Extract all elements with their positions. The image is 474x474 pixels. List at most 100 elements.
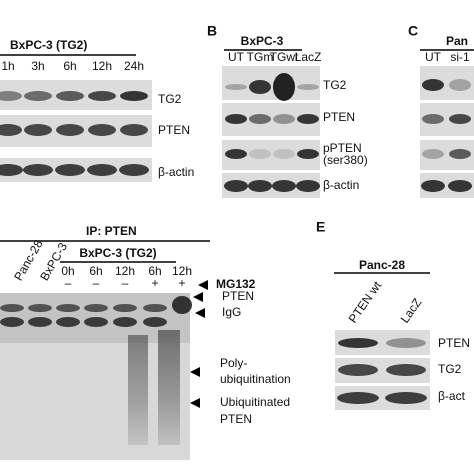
- lane-label: 1h: [1, 59, 14, 73]
- band: [225, 84, 247, 90]
- band-label: ubiquitination: [220, 372, 291, 386]
- arrow: [198, 280, 208, 290]
- band: [273, 114, 295, 124]
- lane-label: 6h: [148, 264, 161, 278]
- lane-label: si-1: [450, 50, 470, 64]
- band: [338, 364, 378, 376]
- row-label: (ser380): [323, 153, 368, 167]
- band-label: PTEN: [222, 289, 254, 303]
- panel-d-header: IP: PTEN: [86, 224, 137, 238]
- row-label: β-actin: [158, 165, 194, 179]
- panel-a-header: BxPC-3 (TG2): [10, 38, 87, 52]
- band: [422, 114, 444, 124]
- blot-strip: [222, 66, 320, 100]
- lane-label: PTEN wt: [346, 278, 385, 325]
- row-label: TG2: [438, 362, 462, 376]
- lane-label: 6h: [63, 59, 76, 73]
- band: [249, 114, 271, 124]
- band: [143, 304, 167, 312]
- band: [0, 91, 22, 101]
- lane-label: LacZ: [295, 50, 322, 64]
- lane-label: TGwt: [270, 50, 299, 64]
- band-label: Poly-: [220, 356, 247, 370]
- band-label: PTEN: [220, 412, 252, 426]
- row-label: PTEN: [323, 110, 355, 124]
- treatment-label: MG132: [216, 277, 256, 291]
- band: [0, 317, 24, 327]
- panel-letter: B: [207, 23, 217, 39]
- band: [272, 180, 296, 192]
- band: [224, 180, 248, 192]
- band: [297, 114, 319, 124]
- treatment-sign: –: [93, 276, 100, 290]
- arrow: [193, 292, 203, 302]
- band: [120, 124, 148, 136]
- arrow: [195, 308, 205, 318]
- lane-label: 12h: [115, 264, 135, 278]
- treatment-sign: –: [65, 276, 72, 290]
- row-label: β-act: [438, 389, 466, 403]
- lane-label: 12h: [172, 264, 192, 278]
- band: [422, 149, 444, 159]
- band: [28, 317, 52, 327]
- lane-label: 12h: [92, 59, 112, 73]
- band: [24, 91, 52, 101]
- band: [449, 114, 471, 124]
- band: [225, 149, 247, 159]
- lane-label: TGm: [247, 50, 274, 64]
- band: [87, 164, 117, 176]
- band: [448, 180, 472, 192]
- band: [338, 338, 378, 348]
- row-label: TG2: [158, 92, 182, 106]
- smear: [158, 330, 180, 445]
- row-label: PTEN: [438, 336, 470, 350]
- band: [113, 317, 137, 327]
- panel-letter: C: [408, 23, 418, 39]
- row-label: pPTEN: [323, 141, 362, 155]
- band: [143, 317, 167, 327]
- band: [56, 91, 84, 101]
- panel-e-header: Panc-28: [359, 258, 405, 272]
- band: [225, 114, 247, 124]
- smear: [128, 335, 148, 445]
- lane-label: 3h: [31, 59, 44, 73]
- band: [113, 304, 137, 312]
- band: [385, 392, 427, 404]
- band: [0, 304, 24, 312]
- row-label: PTEN: [158, 123, 190, 137]
- band: [84, 317, 108, 327]
- lane-label: LacZ: [398, 296, 425, 326]
- arrow: [190, 398, 200, 408]
- band: [297, 84, 319, 90]
- band: [386, 364, 426, 376]
- band: [273, 73, 295, 101]
- row-label: β-actin: [323, 178, 359, 192]
- band: [56, 304, 80, 312]
- row-label: TG2: [323, 78, 347, 92]
- band: [337, 392, 379, 404]
- band: [449, 149, 471, 159]
- band: [248, 180, 272, 192]
- band: [296, 180, 320, 192]
- band: [55, 164, 85, 176]
- treatment-sign: –: [122, 276, 129, 290]
- lane-label: UT: [425, 50, 442, 64]
- band: [120, 91, 148, 101]
- lane-label: UT: [228, 50, 245, 64]
- band: [24, 124, 52, 136]
- band: [23, 164, 53, 176]
- band: [0, 124, 22, 136]
- band: [249, 80, 271, 94]
- panel-b-header: BxPC-3: [241, 34, 284, 48]
- panel-c-header: Pan: [446, 34, 468, 48]
- band: [88, 91, 116, 101]
- panel-letter: E: [316, 219, 325, 235]
- band-label: Ubiquitinated: [220, 395, 290, 409]
- band: [273, 149, 295, 159]
- band-label: IgG: [222, 305, 241, 319]
- arrow: [190, 367, 200, 377]
- band: [88, 124, 116, 136]
- band: [56, 124, 84, 136]
- band: [28, 304, 52, 312]
